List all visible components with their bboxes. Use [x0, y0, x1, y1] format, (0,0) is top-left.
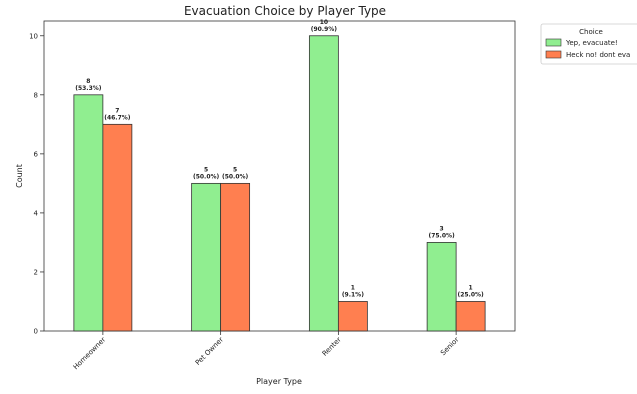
data-label-percent-0-0: (53.3%): [75, 85, 102, 92]
data-label-percent-3-1: (25.0%): [457, 291, 484, 298]
y-tick-label-0: 0: [34, 328, 38, 336]
data-label-value-0-1: 7: [115, 107, 119, 114]
data-labels-layer: 8(53.3%)7(46.7%)5(50.0%)5(50.0%)10(90.9%…: [75, 19, 484, 299]
x-tick-label-pet-owner: Pet Owner: [194, 336, 225, 367]
x-tick-label-renter: Renter: [321, 336, 343, 358]
data-label-value-0-0: 8: [86, 78, 90, 85]
y-axis: 0 2 4 6 8 10: [29, 32, 44, 336]
data-label-percent-0-1: (46.7%): [104, 114, 131, 121]
x-axis-label: Player Type: [256, 377, 302, 386]
plot-frame: [43, 20, 516, 332]
bars-layer: [73, 35, 486, 332]
data-label-value-3-0: 3: [440, 225, 444, 232]
legend: Choice Yep, evacuate! Heck no! dont eva: [540, 23, 637, 65]
y-tick-label-4: 4: [34, 209, 39, 217]
chart-title: Evacuation Choice by Player Type: [184, 4, 386, 18]
y-axis-label: Count: [15, 164, 24, 188]
bar-pet-owner-series-0: [191, 182, 222, 332]
data-label-value-1-1: 5: [233, 166, 237, 173]
legend-swatch-stay: [545, 50, 562, 59]
legend-label-evacuate: Yep, evacuate!: [565, 39, 618, 47]
data-label-percent-2-0: (90.9%): [311, 26, 338, 33]
y-tick-label-6: 6: [34, 150, 39, 158]
x-tick-label-senior: Senior: [439, 336, 461, 358]
bar-renter-series-0: [308, 35, 339, 332]
data-label-value-3-1: 1: [469, 284, 473, 291]
bar-senior-series-1: [455, 301, 486, 332]
data-label-percent-1-0: (50.0%): [193, 173, 220, 180]
data-label-percent-3-0: (75.0%): [428, 232, 455, 239]
legend-title: Choice: [579, 28, 603, 36]
x-tick-label-homeowner: Homeowner: [72, 336, 108, 372]
legend-box: [540, 23, 637, 65]
data-label-value-2-0: 10: [320, 19, 328, 26]
y-tick-label-10: 10: [29, 32, 38, 40]
data-label-percent-2-1: (9.1%): [342, 291, 364, 298]
data-label-value-2-1: 1: [351, 284, 355, 291]
legend-swatch-evacuate: [545, 38, 562, 47]
y-tick-label-2: 2: [34, 268, 38, 276]
x-axis: Homeowner Pet Owner Renter Senior: [72, 331, 461, 371]
bar-homeowner-series-1: [102, 123, 133, 332]
y-tick-label-8: 8: [34, 91, 38, 99]
data-label-value-1-0: 5: [204, 166, 208, 173]
bar-senior-series-0: [426, 242, 457, 332]
bar-renter-series-1: [337, 301, 368, 332]
legend-label-stay: Heck no! dont eva: [566, 51, 630, 59]
bar-pet-owner-series-1: [220, 182, 251, 332]
bar-homeowner-series-0: [73, 94, 104, 332]
data-label-percent-1-1: (50.0%): [222, 173, 249, 180]
